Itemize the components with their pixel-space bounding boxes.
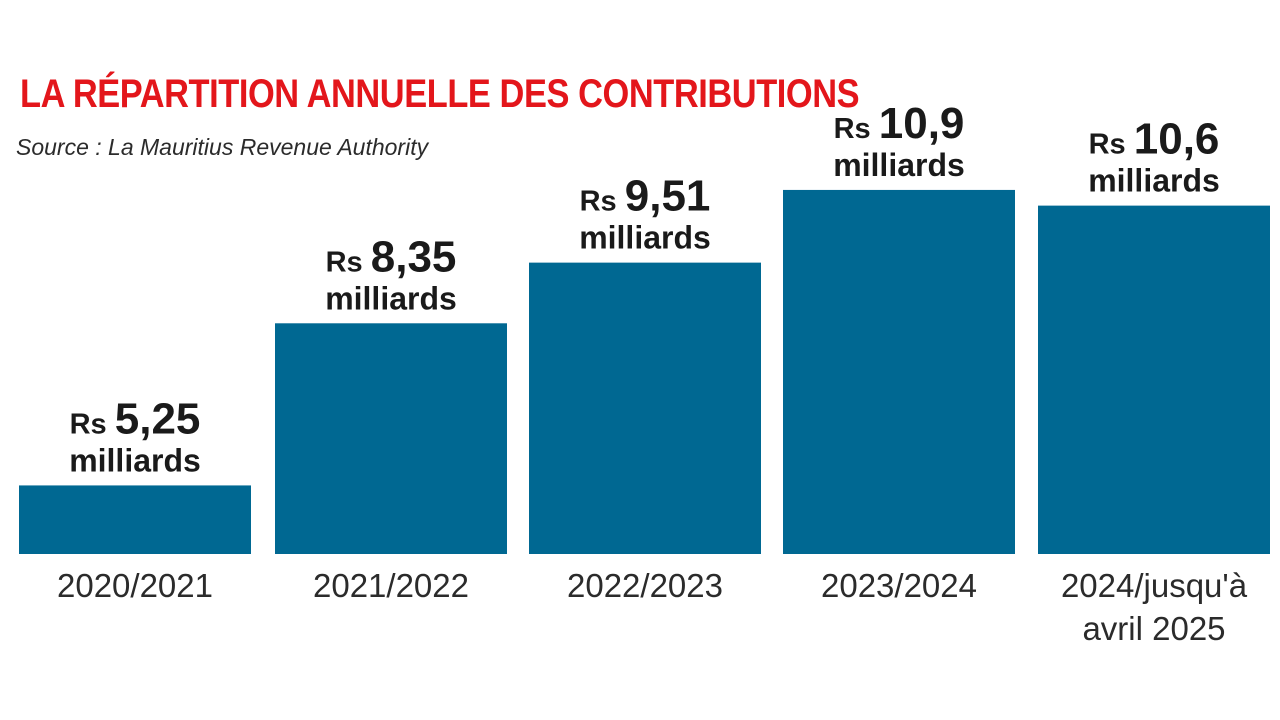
value-unit-4: milliards xyxy=(833,147,965,183)
bar-2 xyxy=(275,323,507,554)
value-number: 10,6 xyxy=(1134,115,1220,164)
value-unit-5: milliards xyxy=(1088,163,1220,199)
value-number: 10,9 xyxy=(879,99,965,148)
value-unit-2: milliards xyxy=(325,280,457,316)
value-prefix: Rs xyxy=(1089,129,1134,161)
category-label-5-line-2: avril 2025 xyxy=(1082,610,1225,647)
chart-title: LA RÉPARTITION ANNUELLE DES CONTRIBUTION… xyxy=(20,72,860,116)
bar-5 xyxy=(1038,205,1270,554)
value-label-5: Rs 10,6 xyxy=(1089,115,1220,164)
bar-3 xyxy=(529,262,761,554)
value-unit-3: milliards xyxy=(579,220,711,256)
value-prefix: Rs xyxy=(580,186,625,218)
category-label-4: 2023/2024 xyxy=(821,567,977,604)
value-label-4: Rs 10,9 xyxy=(834,99,965,148)
chart-source: Source : La Mauritius Revenue Authority xyxy=(16,134,429,160)
category-label-1: 2020/2021 xyxy=(57,567,213,604)
value-number: 8,35 xyxy=(371,232,457,281)
value-label-3: Rs 9,51 xyxy=(580,172,711,221)
value-number: 9,51 xyxy=(625,172,711,221)
value-label-1: Rs 5,25 xyxy=(70,394,201,443)
value-prefix: Rs xyxy=(70,408,115,440)
category-label-3: 2022/2023 xyxy=(567,567,723,604)
value-prefix: Rs xyxy=(326,246,371,278)
category-label-2: 2021/2022 xyxy=(313,567,469,604)
value-prefix: Rs xyxy=(834,113,879,145)
value-number: 5,25 xyxy=(115,394,201,443)
category-label-5-line-1: 2024/jusqu'à xyxy=(1061,567,1248,604)
value-unit-1: milliards xyxy=(69,442,201,478)
value-label-2: Rs 8,35 xyxy=(326,232,457,281)
bar-1 xyxy=(19,485,251,554)
bar-4 xyxy=(783,189,1015,554)
